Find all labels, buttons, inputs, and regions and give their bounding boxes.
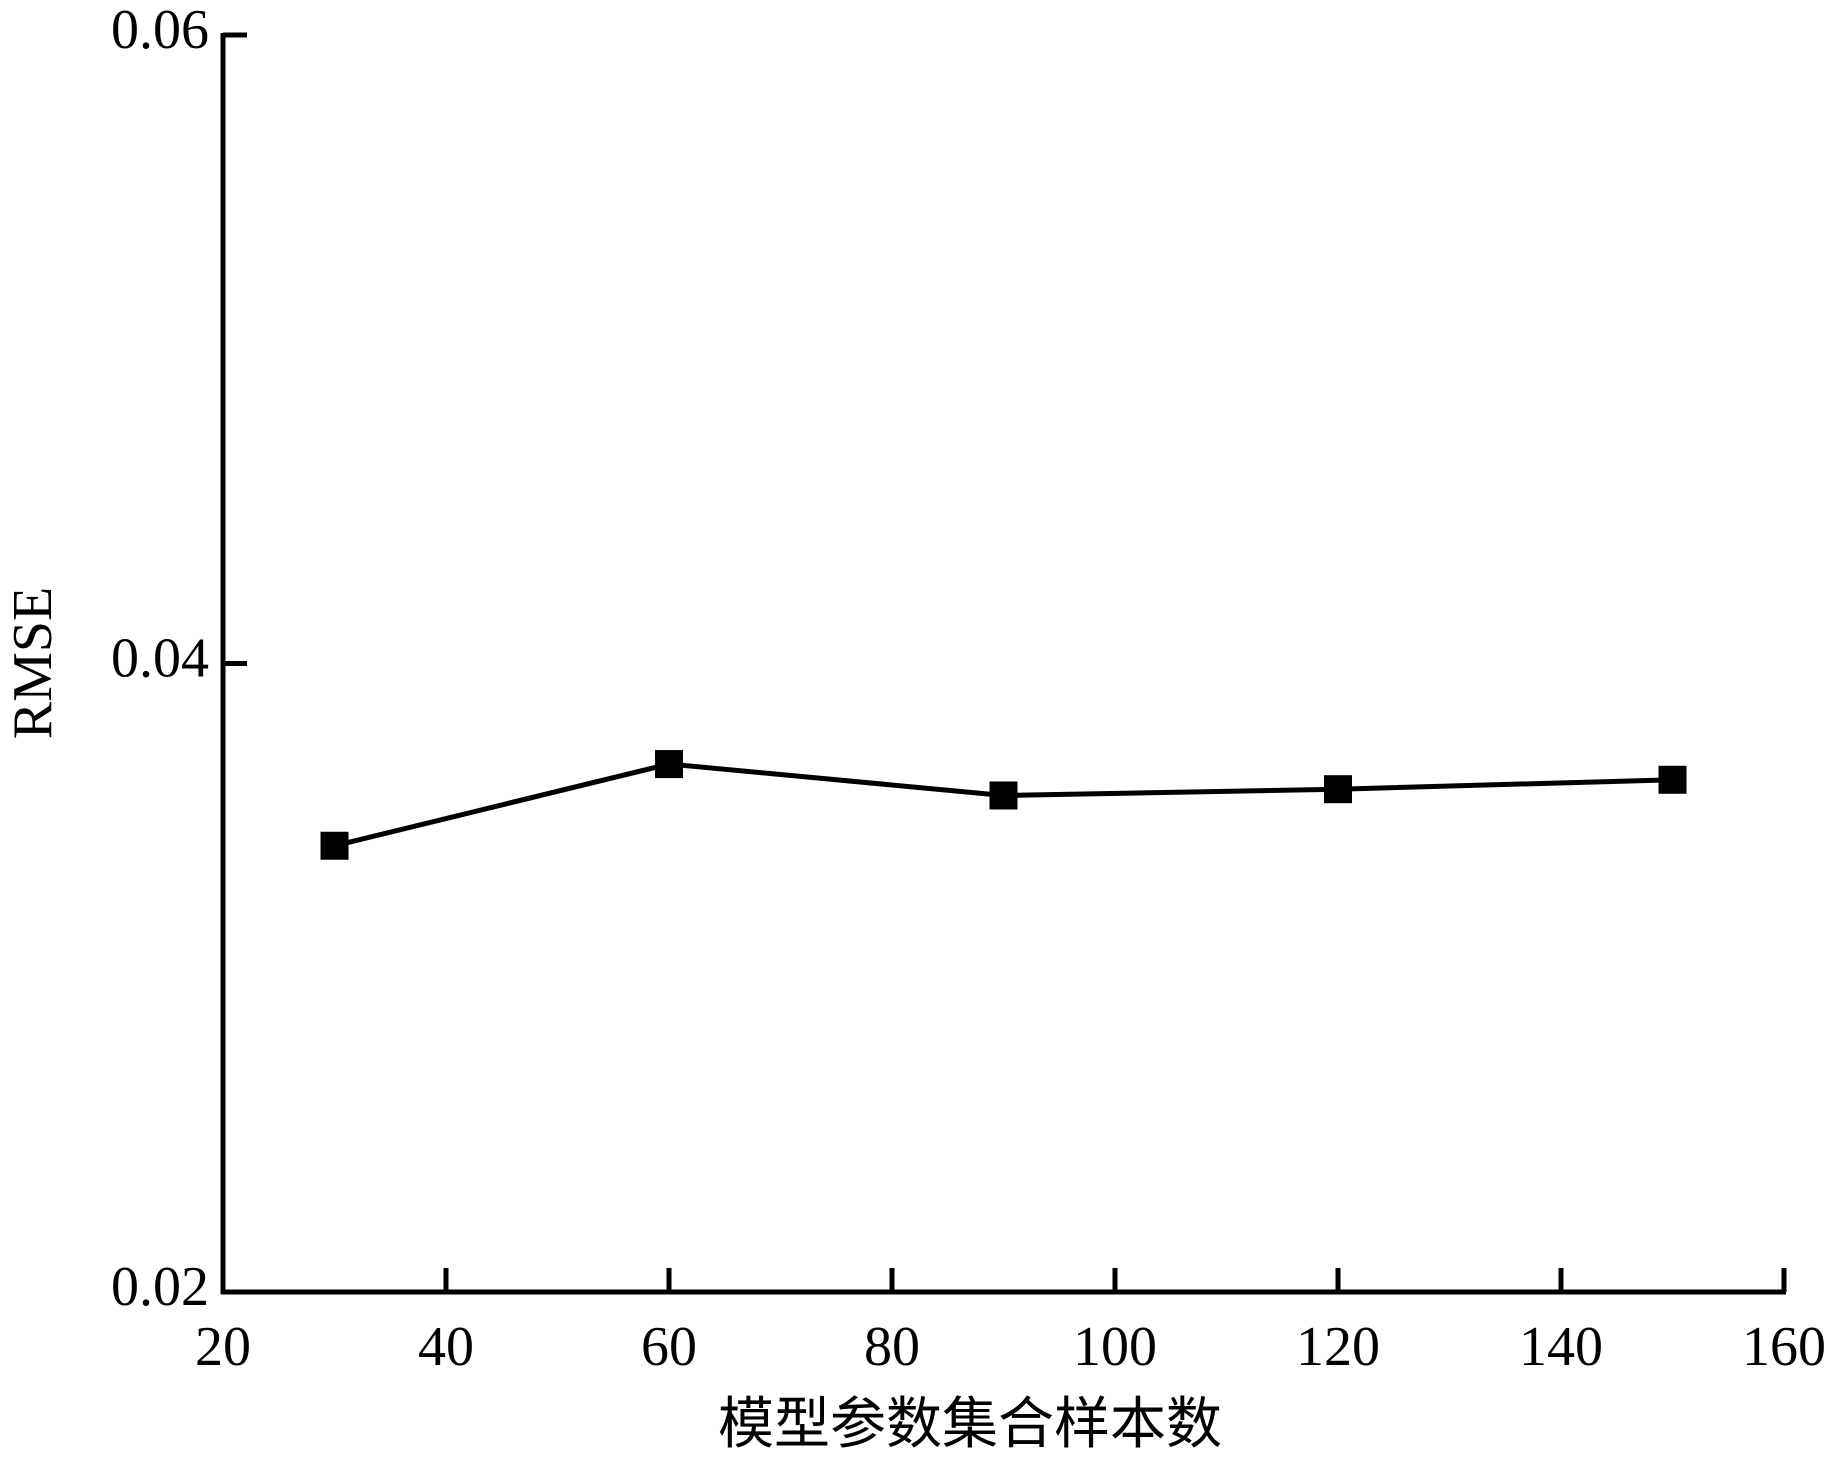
y-axis-label: RMSE	[2, 587, 64, 740]
x-tick-label: 100	[1073, 1316, 1157, 1378]
y-tick-label: 0.06	[111, 0, 209, 61]
point-marker	[655, 750, 683, 779]
x-tick-label: 160	[1742, 1316, 1826, 1378]
point-marker	[1324, 775, 1352, 804]
x-tick-label: 40	[418, 1316, 474, 1378]
x-tick-label: 20	[195, 1316, 251, 1378]
x-axis-label: 模型参数集合样本数	[718, 1394, 1222, 1456]
y-tick-label: 0.04	[111, 627, 209, 689]
x-tick-label: 140	[1519, 1316, 1603, 1378]
y-tick-label: 0.02	[111, 1256, 209, 1318]
point-marker	[989, 781, 1018, 810]
point-marker	[1658, 765, 1687, 794]
point-marker	[320, 831, 349, 860]
x-tick-label: 80	[864, 1316, 920, 1378]
x-tick-label: 60	[641, 1316, 697, 1378]
x-tick-label: 120	[1296, 1316, 1380, 1378]
